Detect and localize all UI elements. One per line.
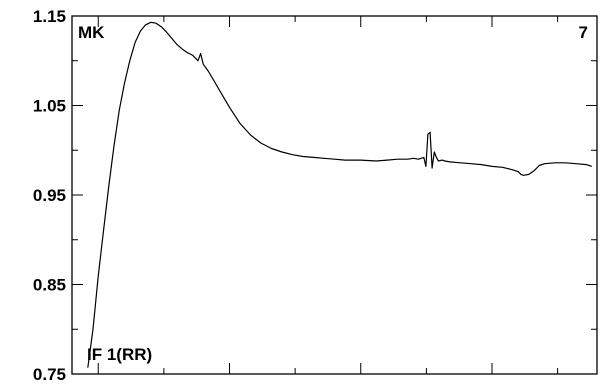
y-tick-labels: 0.75 0.85 0.95 1.05 1.15 bbox=[33, 7, 66, 384]
series-line-1 bbox=[87, 21, 592, 368]
annotation-bottom-left: IF 1(RR) bbox=[87, 345, 152, 364]
annotation-top-left: MK bbox=[78, 23, 105, 42]
y-tick-label: 0.75 bbox=[33, 365, 66, 384]
y-tick-label: 1.05 bbox=[33, 97, 66, 116]
series-layer bbox=[87, 21, 592, 368]
annotation-top-right: 7 bbox=[579, 23, 588, 42]
y-tick-label: 0.95 bbox=[33, 186, 66, 205]
plot-area-border bbox=[71, 15, 598, 375]
axis-ticks bbox=[72, 15, 597, 375]
y-tick-label: 1.15 bbox=[33, 7, 66, 26]
plot-frame bbox=[71, 15, 598, 375]
y-tick-label: 0.85 bbox=[33, 276, 66, 295]
